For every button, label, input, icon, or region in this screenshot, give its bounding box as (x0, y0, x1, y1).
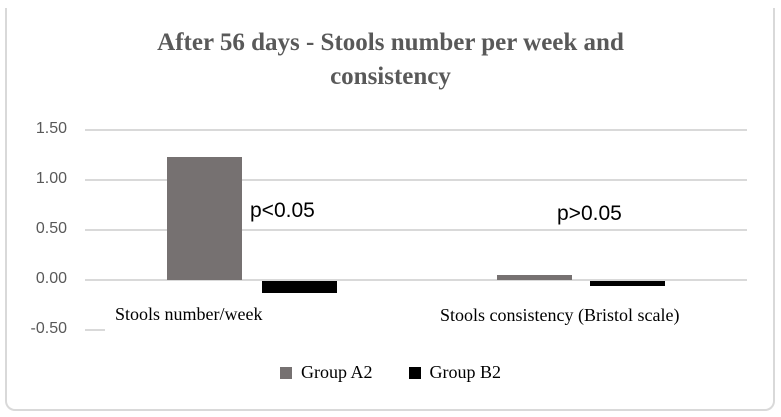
chart-frame-border (5, 8, 775, 411)
bar-group-a2-category-0 (167, 157, 242, 280)
legend-swatch-gray-icon (280, 366, 292, 379)
gridline (85, 229, 747, 231)
x-axis-label-stools-number: Stools number/week (115, 304, 263, 324)
legend-item-group-b2: Group B2 (408, 362, 502, 383)
bar-group-b2-category-1 (590, 281, 665, 286)
bar-group-b2-category-0 (262, 281, 337, 293)
y-axis-tick-label: 1.00 (35, 170, 67, 187)
x-axis-label-stools-consistency: Stools consistency (Bristol scale) (440, 305, 680, 325)
chart-title: After 56 days - Stools number per week a… (157, 29, 624, 90)
bar-group-a2-category-1 (497, 275, 572, 280)
axis-tick (85, 329, 105, 331)
legend: Group A2 Group B2 (0, 362, 781, 383)
y-axis-tick-label: 0.50 (35, 220, 67, 237)
y-axis-tick-label: 1.50 (35, 120, 67, 137)
legend-label-group-a2: Group A2 (301, 362, 373, 382)
legend-label-group-b2: Group B2 (429, 362, 502, 382)
p-value-annotation-stools-consistency: p>0.05 (557, 202, 622, 225)
gridline (85, 279, 747, 281)
gridline (85, 129, 747, 131)
legend-swatch-black-icon (408, 366, 421, 379)
p-value-annotation-stools-number: p<0.05 (250, 199, 315, 222)
y-axis-tick-label: 0.00 (35, 270, 67, 287)
gridline (85, 179, 747, 181)
legend-item-group-a2: Group A2 (280, 362, 373, 383)
y-axis-tick-label: -0.50 (30, 320, 67, 337)
